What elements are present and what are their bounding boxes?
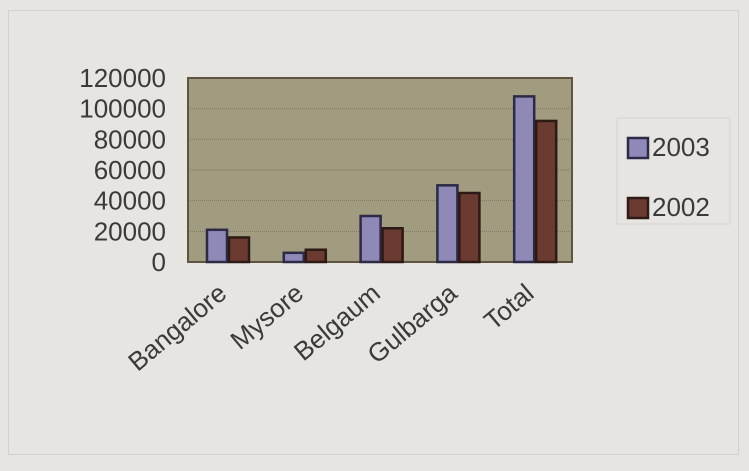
bar-2002-belgaum xyxy=(381,227,404,264)
bar-2002-bangalore xyxy=(227,236,251,264)
x-tick-label: Total xyxy=(478,278,539,336)
y-tick-label: 80000 xyxy=(94,124,166,154)
legend-swatch-2002 xyxy=(626,196,650,220)
bar-2003-gulbarga xyxy=(436,184,459,264)
bar-2002-gulbarga xyxy=(458,191,481,264)
bar-2003-total xyxy=(512,95,536,264)
legend-swatch-2003 xyxy=(626,136,650,160)
y-tick-label: 60000 xyxy=(94,155,166,185)
legend-label-2003: 2003 xyxy=(652,132,710,162)
bar-2002-total xyxy=(534,119,558,264)
bar-2003-bangalore xyxy=(205,228,229,264)
chart-border xyxy=(8,10,739,455)
legend-label-2002: 2002 xyxy=(652,192,710,222)
y-tick-label: 20000 xyxy=(94,216,166,246)
bar-2002-mysore xyxy=(304,248,328,264)
y-tick-label: 40000 xyxy=(94,186,166,216)
x-tick-label: Bangalore xyxy=(122,278,232,377)
y-tick-label: 0 xyxy=(152,247,166,277)
y-tick-label: 120000 xyxy=(79,63,166,93)
bar-2003-mysore xyxy=(282,251,306,264)
bar-2003-belgaum xyxy=(359,214,382,264)
y-tick-label: 100000 xyxy=(79,94,166,124)
